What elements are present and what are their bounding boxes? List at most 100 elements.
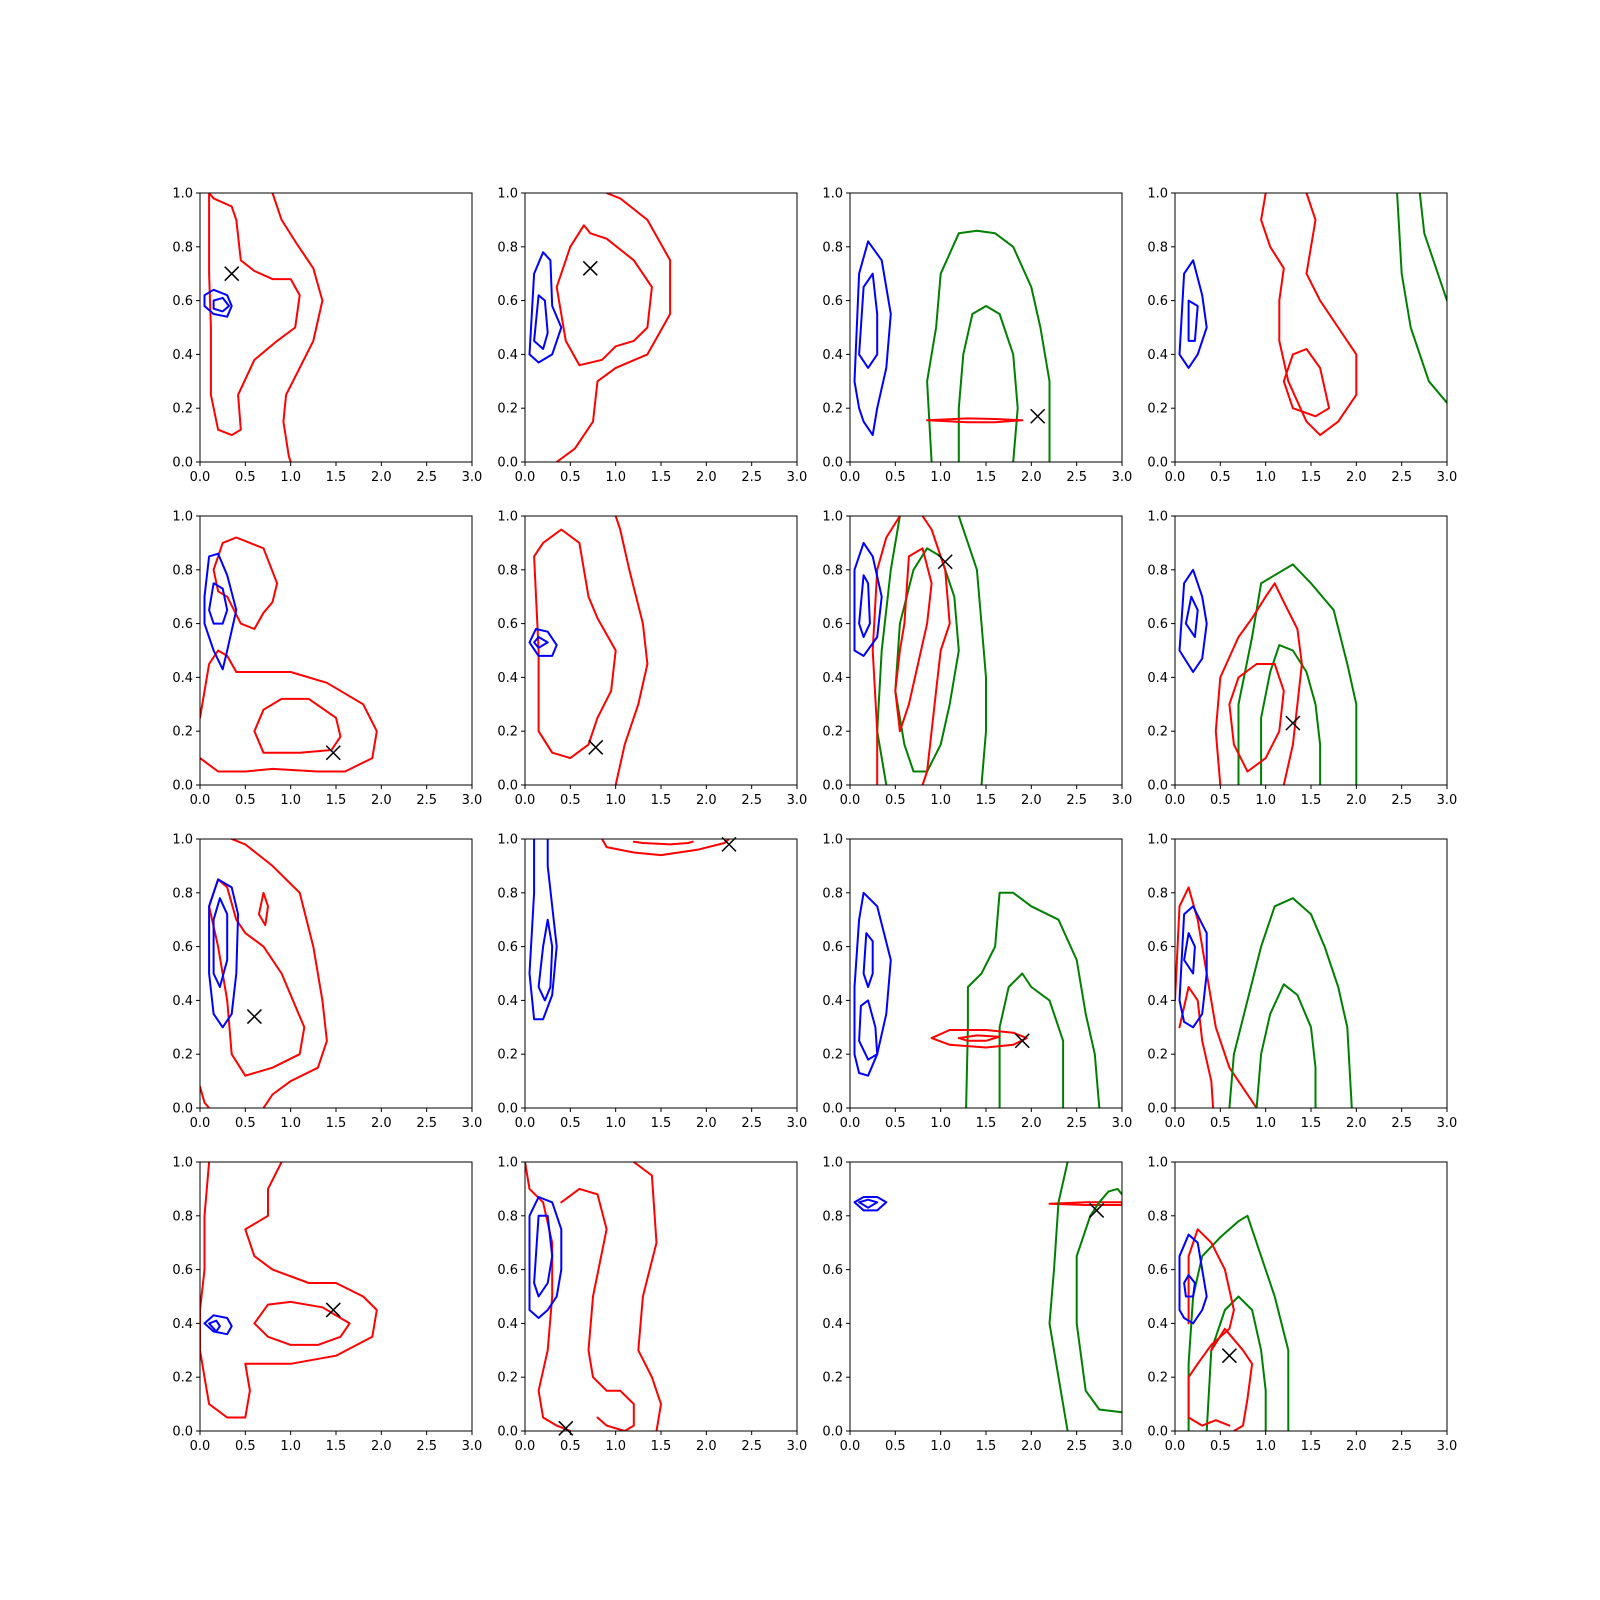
- x-tick-label: 1.0: [1255, 1439, 1276, 1454]
- blue-contour-line: [208, 878, 240, 1029]
- x-marker: [588, 739, 604, 755]
- x-marker: [721, 836, 737, 852]
- green-contour-line: [1187, 1214, 1290, 1431]
- y-tick-label: 0.2: [1147, 725, 1168, 740]
- y-tick-label: 1.0: [1147, 1156, 1168, 1171]
- subplot-1-2: 0.0 0.5 1.0 1.5 2.0 2.5 3.0 0.0 0.2 0.4 0.6 0.8 1.0: [497, 187, 807, 486]
- x-tick-label: 0.5: [560, 1439, 581, 1454]
- y-tick-label: 1.0: [497, 1156, 518, 1171]
- y-tick-label: 0.2: [172, 1048, 193, 1063]
- x-tick-label: 3.0: [462, 793, 483, 808]
- x-tick-label: 3.0: [1437, 1116, 1458, 1131]
- x-tick-label: 0.0: [190, 1116, 211, 1131]
- y-tick-label: 0.0: [172, 1102, 193, 1117]
- y-tick-label: 0.0: [1147, 1102, 1168, 1117]
- y-tick-label: 0.8: [1147, 886, 1168, 901]
- blue-contour-line: [533, 1214, 554, 1298]
- y-tick-label: 0.2: [822, 725, 843, 740]
- x-tick-label: 3.0: [1112, 1116, 1133, 1131]
- y-tick-label: 0.4: [497, 1317, 518, 1332]
- red-contour-line: [1260, 193, 1358, 437]
- y-tick-label: 0.2: [172, 725, 193, 740]
- y-tick-label: 0.0: [822, 779, 843, 794]
- subplot-3-4: 0.0 0.5 1.0 1.5 2.0 2.5 3.0 0.0 0.2 0.4 0.6 0.8 1.0: [1147, 833, 1457, 1132]
- x-tick-label: 3.0: [787, 1116, 808, 1131]
- x-tick-label: 1.0: [1255, 793, 1276, 808]
- y-tick-label: 1.0: [822, 187, 843, 202]
- blue-contour-line: [1178, 1233, 1208, 1325]
- axes-frame: [1174, 515, 1448, 786]
- x-tick-label: 2.5: [741, 1116, 762, 1131]
- y-tick-label: 0.8: [497, 240, 518, 255]
- subplot-4-3: 0.0 0.5 1.0 1.5 2.0 2.5 3.0 0.0 0.2 0.4 0.6 0.8 1.0: [822, 1156, 1132, 1455]
- x-tick-label: 3.0: [1112, 470, 1133, 485]
- y-tick-label: 0.2: [1147, 402, 1168, 417]
- y-tick-label: 0.6: [497, 1263, 518, 1278]
- red-contour-line: [257, 891, 269, 927]
- green-contour-line: [876, 516, 901, 785]
- y-tick-label: 0.8: [1147, 1209, 1168, 1224]
- y-tick-label: 0.8: [1147, 563, 1168, 578]
- blue-contour-line: [1183, 932, 1196, 975]
- blue-contour-line: [1187, 299, 1199, 342]
- x-marker: [1030, 408, 1046, 424]
- y-tick-label: 1.0: [497, 187, 518, 202]
- blue-contour-line: [528, 251, 563, 364]
- red-contour-line: [200, 1085, 211, 1108]
- y-tick-label: 1.0: [822, 510, 843, 525]
- x-tick-label: 2.5: [1391, 793, 1412, 808]
- y-tick-label: 0.4: [822, 348, 843, 363]
- x-tick-label: 1.0: [605, 793, 626, 808]
- x-tick-label: 0.0: [840, 470, 861, 485]
- blue-contour-line: [1184, 595, 1199, 638]
- x-tick-label: 3.0: [1437, 1439, 1458, 1454]
- red-contour-line: [253, 697, 342, 754]
- x-tick-label: 1.5: [326, 470, 347, 485]
- y-tick-label: 0.0: [497, 456, 518, 471]
- y-tick-label: 1.0: [497, 833, 518, 848]
- axes-frame: [849, 838, 1123, 1109]
- x-tick-label: 2.0: [696, 1116, 717, 1131]
- x-tick-label: 3.0: [1437, 793, 1458, 808]
- x-tick-label: 1.5: [651, 1116, 672, 1131]
- green-contour-line: [1205, 1295, 1267, 1431]
- x-tick-label: 1.5: [1301, 793, 1322, 808]
- blue-contour-line: [853, 891, 892, 1077]
- blue-contour-line: [537, 918, 554, 1002]
- y-tick-label: 0.4: [172, 671, 193, 686]
- green-contour-line: [957, 516, 987, 785]
- y-tick-label: 0.2: [1147, 1048, 1168, 1063]
- red-contour-line: [871, 516, 901, 785]
- y-tick-label: 0.8: [822, 886, 843, 901]
- x-tick-label: 2.5: [416, 793, 437, 808]
- subplot-4-4: 0.0 0.5 1.0 1.5 2.0 2.5 3.0 0.0 0.2 0.4 0.6 0.8 1.0: [1147, 1156, 1457, 1455]
- x-tick-label: 0.5: [885, 470, 906, 485]
- x-tick-label: 1.5: [1301, 1116, 1322, 1131]
- red-contour-line: [200, 1162, 378, 1419]
- x-tick-label: 3.0: [462, 1116, 483, 1131]
- red-contour-line: [253, 1300, 351, 1346]
- blue-contour-line: [853, 541, 883, 657]
- green-contour-line: [926, 229, 1051, 462]
- x-tick-label: 2.0: [1021, 1116, 1042, 1131]
- green-contour-line: [1075, 1214, 1122, 1414]
- y-tick-label: 0.8: [1147, 240, 1168, 255]
- x-tick-label: 1.5: [651, 470, 672, 485]
- red-contour-line: [926, 417, 1024, 424]
- y-tick-label: 0.6: [497, 617, 518, 632]
- y-tick-label: 0.4: [1147, 671, 1168, 686]
- x-tick-label: 1.5: [651, 1439, 672, 1454]
- y-tick-label: 0.4: [172, 348, 193, 363]
- x-tick-label: 2.5: [1066, 793, 1087, 808]
- x-tick-label: 1.5: [976, 793, 997, 808]
- y-tick-label: 0.6: [822, 940, 843, 955]
- x-tick-label: 2.5: [741, 1439, 762, 1454]
- red-contour-line: [1282, 348, 1331, 418]
- x-tick-label: 1.0: [280, 1439, 301, 1454]
- y-tick-label: 0.2: [497, 402, 518, 417]
- x-tick-label: 0.0: [840, 1439, 861, 1454]
- y-tick-label: 0.8: [172, 886, 193, 901]
- x-tick-label: 3.0: [787, 470, 808, 485]
- x-marker: [325, 745, 341, 761]
